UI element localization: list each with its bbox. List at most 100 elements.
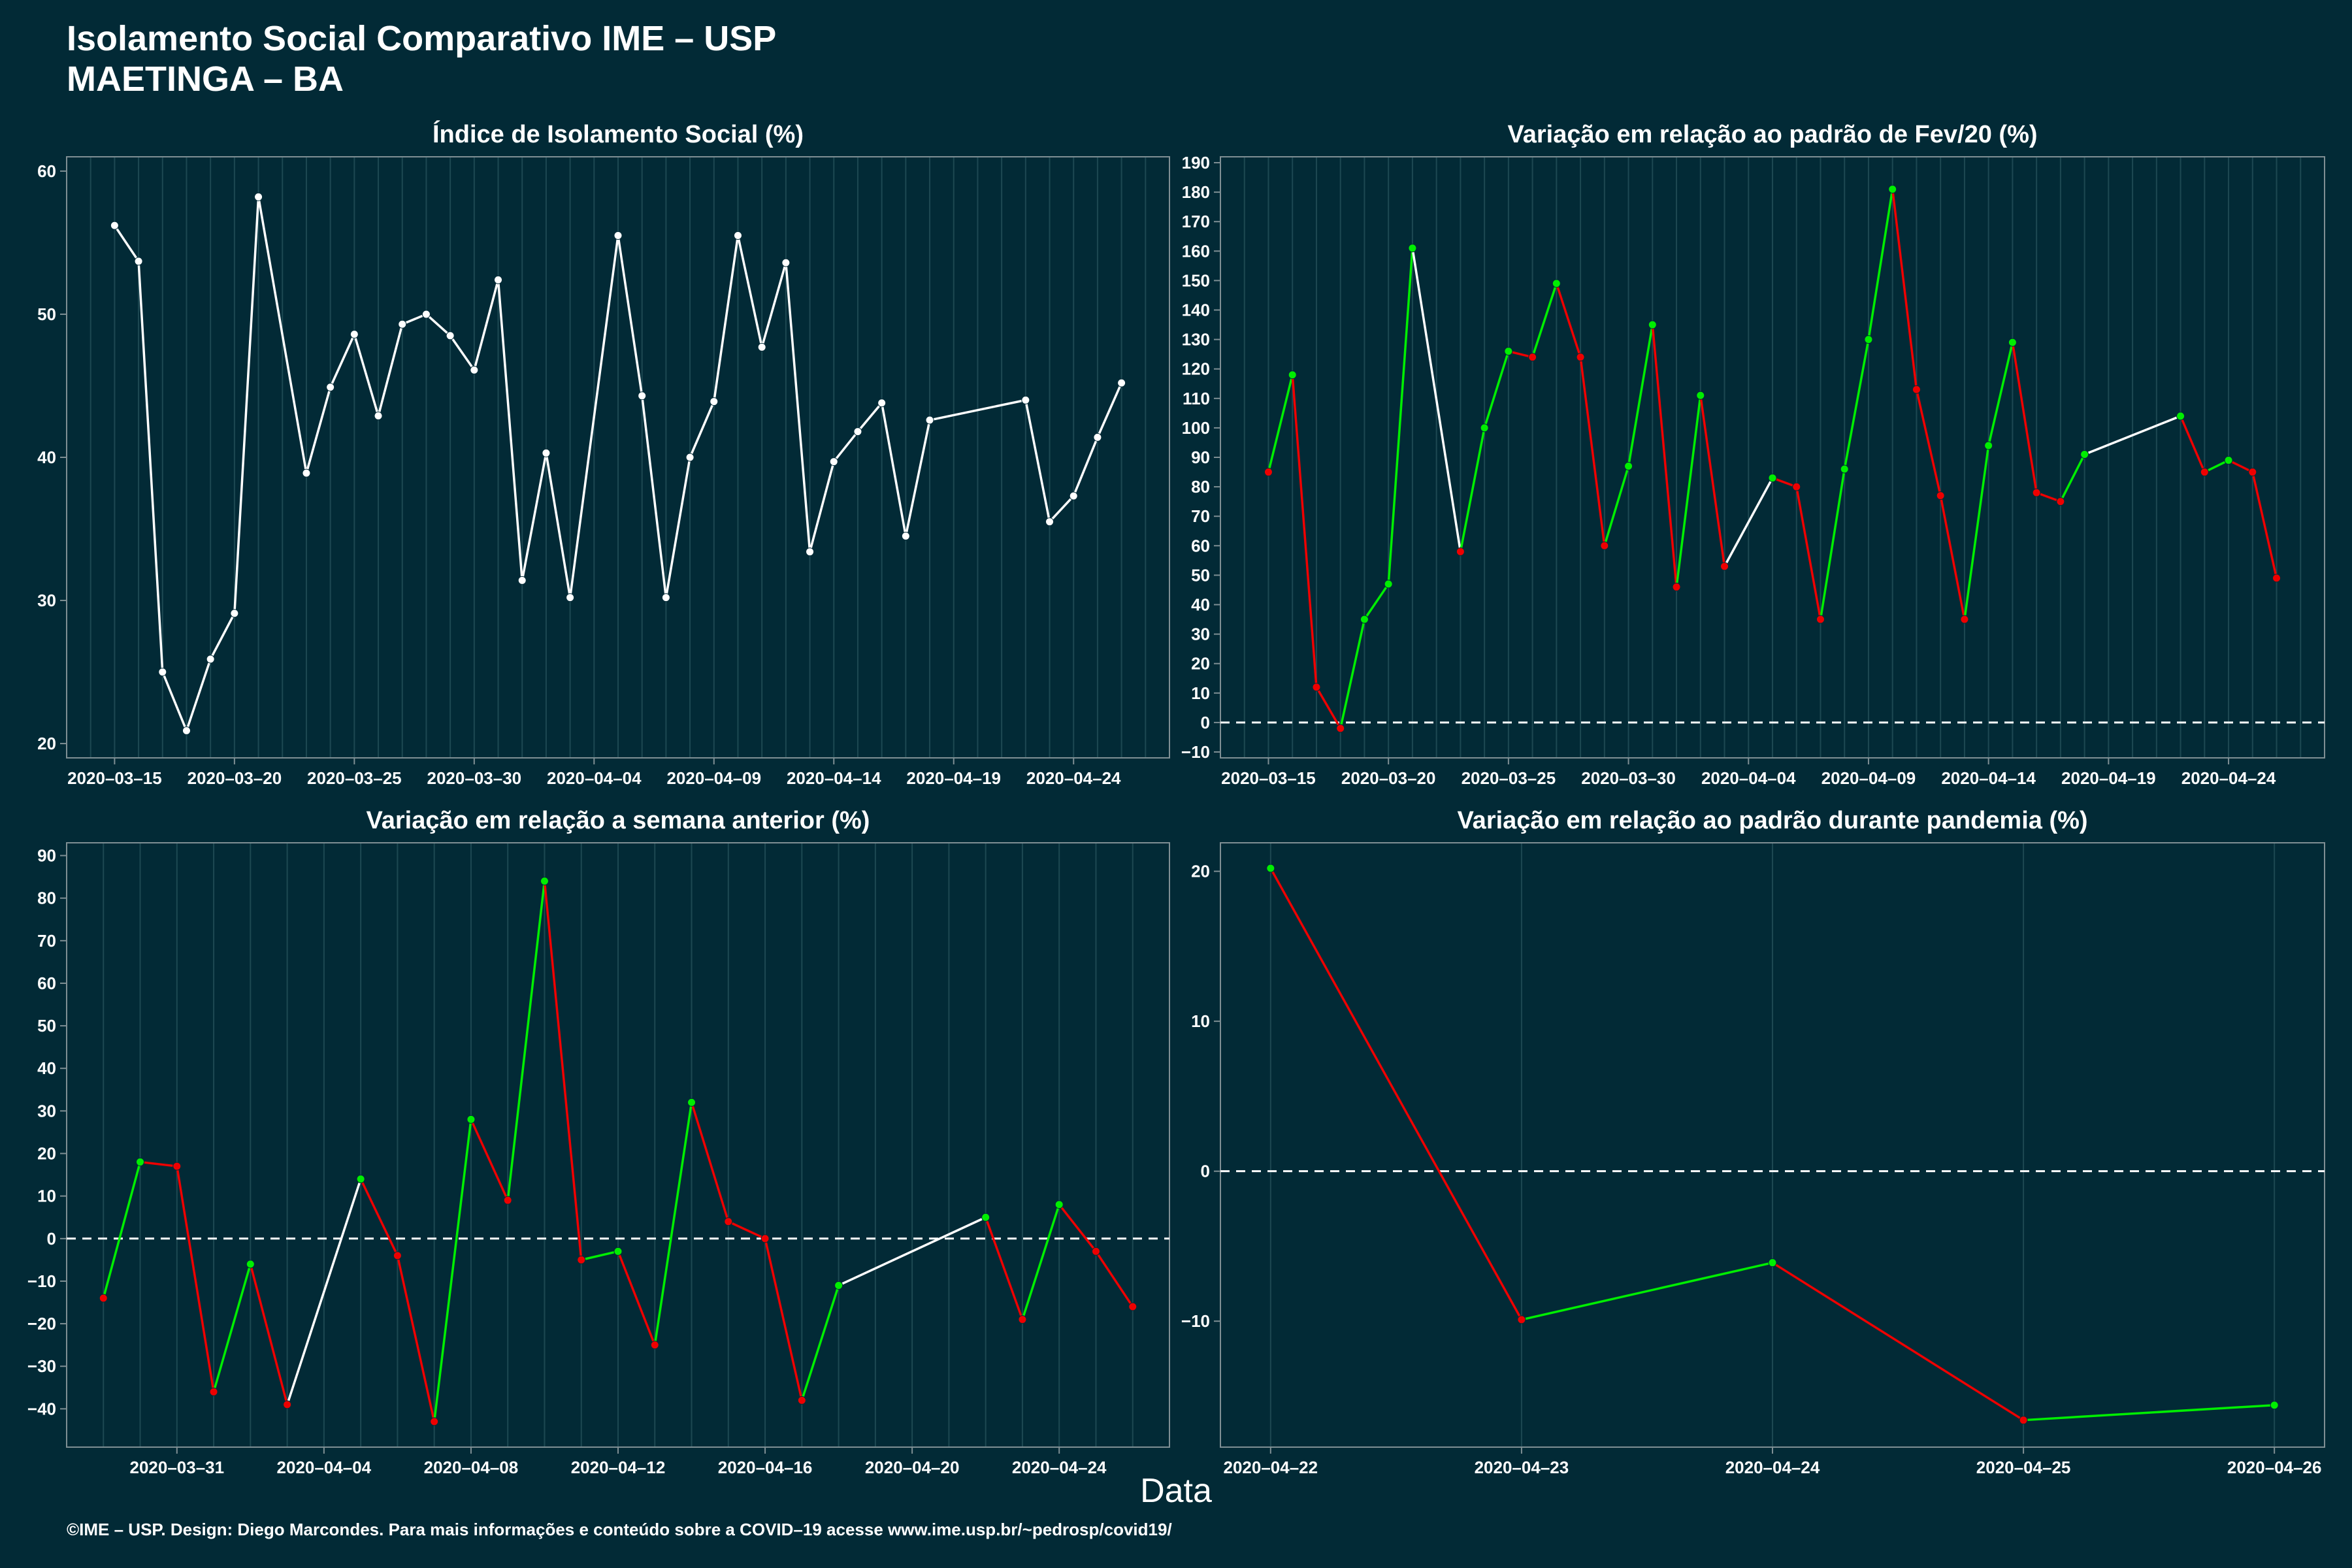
y-tick-label: −10 [27, 1271, 56, 1291]
series-segment [1058, 1203, 1098, 1253]
data-point [1624, 462, 1633, 471]
series-segment [209, 612, 236, 661]
x-tick-label: 2020–04–04 [547, 768, 642, 788]
data-point [981, 1213, 990, 1222]
series-segment [473, 278, 500, 372]
chart-panel-2: Variação em relação ao padrão de Fev/20 … [1181, 121, 2325, 788]
chart-title: Variação em relação a semana anterior (%… [367, 807, 870, 834]
data-point [1408, 244, 1417, 253]
data-point [134, 257, 143, 266]
y-tick-label: 70 [37, 931, 56, 951]
data-point [542, 448, 551, 457]
series-segment [736, 234, 763, 349]
y-tick-label: 60 [37, 973, 56, 993]
series-segment [1795, 485, 1822, 621]
data-point [1600, 541, 1609, 550]
series-segment [2022, 1403, 2276, 1422]
y-tick-label: 10 [1191, 1011, 1210, 1031]
series-segment [2251, 470, 2278, 580]
data-point [1091, 1247, 1100, 1256]
series-segment [286, 1177, 362, 1406]
series-segment [984, 1216, 1024, 1321]
y-tick-label: 60 [37, 161, 56, 181]
data-point [350, 330, 359, 339]
data-point [829, 457, 838, 466]
data-point [925, 416, 934, 425]
series-segment [139, 1160, 178, 1168]
y-tick-label: 60 [1191, 536, 1210, 555]
y-tick-label: 160 [1182, 241, 1210, 261]
data-point [1672, 582, 1681, 591]
series-segment [1363, 583, 1390, 621]
series-segment [1520, 1261, 1774, 1321]
data-point [613, 231, 623, 240]
data-point [326, 383, 335, 392]
series-segment [1269, 867, 1523, 1321]
data-point [1864, 335, 1873, 344]
y-tick-label: 80 [37, 889, 56, 908]
data-point [1984, 441, 1993, 450]
y-tick-label: 0 [1201, 1162, 1210, 1181]
series-segment [832, 430, 859, 463]
y-tick-label: −40 [27, 1399, 56, 1418]
data-point [1288, 370, 1297, 380]
series-segment [689, 400, 715, 459]
data-point [136, 1158, 145, 1167]
y-tick-label: −10 [1181, 1311, 1210, 1331]
x-tick-label: 2020–04–24 [1725, 1458, 1820, 1477]
chart-panel-3: Variação em relação a semana anterior (%… [27, 807, 1170, 1477]
series-segment [2059, 453, 2086, 503]
series-segment [640, 395, 668, 599]
y-tick-label: 50 [37, 304, 56, 324]
data-point [1336, 724, 1345, 733]
x-tick-label: 2020–04–04 [277, 1458, 372, 1477]
y-tick-label: 190 [1182, 153, 1210, 172]
series-segment [396, 1254, 436, 1423]
title-line-2: MAETINGA – BA [67, 59, 344, 99]
data-point [209, 1387, 218, 1396]
data-point [2032, 488, 2041, 497]
data-point [1069, 491, 1078, 500]
data-point [494, 275, 503, 284]
y-tick-label: 120 [1182, 359, 1210, 379]
y-tick-label: 100 [1182, 418, 1210, 438]
series-segment [449, 335, 476, 372]
x-tick-label: 2020–04–19 [2061, 768, 2156, 788]
series-segment [1651, 323, 1678, 589]
data-point [503, 1196, 512, 1205]
x-tick-label: 2020–04–22 [1224, 1458, 1318, 1477]
series-segment [305, 385, 332, 474]
series-segment [161, 670, 188, 732]
x-tick-label: 2020–04–26 [2227, 1458, 2322, 1477]
series-segment [928, 399, 1027, 421]
series-segment [2203, 459, 2230, 474]
data-point [158, 668, 167, 677]
data-point [1912, 385, 1921, 394]
data-point [110, 221, 119, 230]
data-point [1045, 517, 1054, 527]
data-point [1360, 615, 1369, 624]
series-segment [764, 1237, 804, 1402]
series-segment [185, 658, 212, 732]
y-tick-label: 50 [1191, 565, 1210, 585]
series-segment [102, 1160, 142, 1299]
data-point [781, 258, 791, 267]
series-segment [1094, 1250, 1134, 1308]
y-tick-label: 30 [37, 591, 56, 610]
data-point [638, 391, 647, 400]
series-segment [359, 1177, 399, 1257]
y-tick-label: 20 [1191, 654, 1210, 674]
data-point [650, 1341, 659, 1350]
data-point [806, 547, 815, 557]
y-tick-label: 20 [37, 734, 56, 753]
series-segment [377, 323, 404, 417]
data-point [1517, 1315, 1526, 1324]
data-point [877, 399, 887, 408]
series-segment [329, 333, 356, 389]
series-segment [808, 460, 836, 553]
data-point [374, 411, 383, 420]
data-point [1018, 1315, 1027, 1324]
data-point [2224, 456, 2233, 465]
series-segment [2227, 459, 2254, 474]
footer-credits: ©IME – USP. Design: Diego Marcondes. Par… [67, 1520, 1172, 1539]
